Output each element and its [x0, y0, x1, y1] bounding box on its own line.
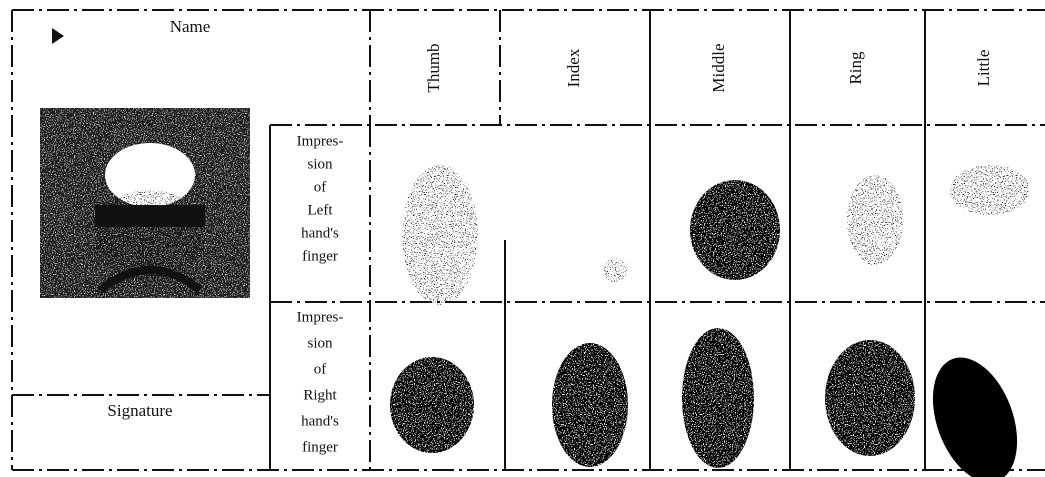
row-label: hand's	[301, 413, 339, 429]
row-label: of	[314, 179, 327, 195]
row-label: Impres-	[297, 309, 344, 325]
finger-header: Index	[564, 48, 583, 87]
photo	[40, 108, 250, 298]
fingerprints	[390, 165, 1030, 477]
row-label: sion	[307, 335, 333, 351]
row-label: finger	[302, 439, 338, 455]
finger-header: Thumb	[424, 43, 443, 92]
finger-header: Ring	[846, 51, 865, 85]
marker	[52, 28, 64, 44]
finger-header: Little	[974, 50, 993, 87]
row-label: Impres-	[297, 133, 344, 149]
form-lines	[11, 9, 1045, 471]
name-label: Name	[170, 17, 211, 36]
row-label: hand's	[301, 225, 339, 241]
row-label: Left	[308, 202, 334, 218]
row-label: finger	[302, 248, 338, 264]
finger-header: Middle	[709, 43, 728, 92]
row-label: Right	[303, 387, 337, 403]
signature-label: Signature	[107, 401, 172, 420]
row-label: sion	[307, 156, 333, 172]
row-label: of	[314, 361, 327, 377]
